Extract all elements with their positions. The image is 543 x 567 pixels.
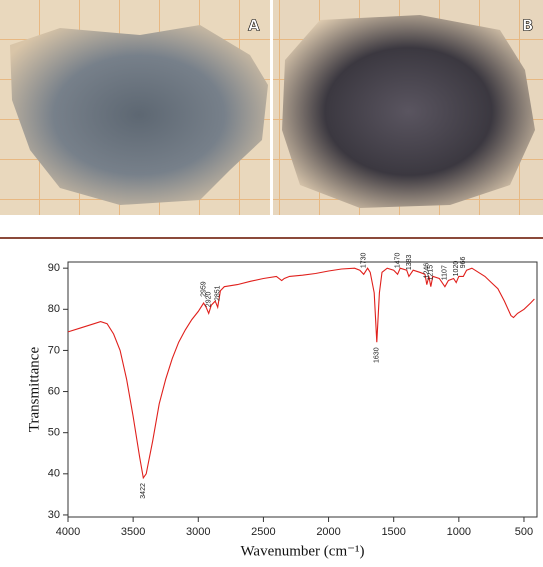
y-tick-label: 90 — [48, 262, 60, 274]
y-tick-label: 80 — [48, 303, 60, 315]
y-tick-label: 40 — [48, 468, 60, 480]
x-tick-label: 4000 — [56, 526, 80, 538]
peak-label: 1630 — [374, 347, 381, 363]
x-axis-title: Wavenumber (cm⁻¹) — [240, 543, 364, 559]
x-tick-label: 3500 — [121, 526, 145, 538]
chart: 30 40 50 60 70 80 90 4000 3500 3000 2500 2000 1500 10… — [26, 252, 537, 559]
x-tick-label: 3000 — [186, 526, 210, 538]
y-axis-title: Transmittance — [26, 347, 42, 433]
peak-label: 1107 — [442, 265, 449, 280]
panel-label: A — [248, 17, 260, 35]
x-tick-label: 2500 — [251, 526, 275, 538]
panel-label: B — [522, 17, 533, 35]
peak-label: 1730 — [361, 252, 368, 268]
x-tick-label: 1000 — [447, 526, 471, 538]
peak-label: 1215 — [428, 265, 435, 281]
peak-label: 1383 — [406, 255, 413, 271]
peak-label: 2851 — [215, 285, 222, 301]
spectrum-line — [68, 268, 534, 478]
y-tick-label: 70 — [48, 344, 60, 356]
peak-label: 966 — [460, 256, 467, 268]
y-tick-label: 60 — [48, 385, 60, 397]
peak-label: 1470 — [394, 252, 401, 268]
x-tick-label: 1500 — [381, 526, 405, 538]
y-tick-label: 30 — [48, 509, 60, 521]
photo-b: B — [273, 0, 543, 215]
x-tick-label: 500 — [515, 526, 533, 538]
plot-frame — [68, 262, 537, 517]
peak-label: 1020 — [453, 261, 460, 277]
figure: A B 30 40 50 60 70 80 90 4000 3500 3000 2500 2000 15… — [0, 0, 543, 567]
photo-a: A — [0, 0, 270, 215]
x-tick-label: 2000 — [316, 526, 340, 538]
peak-label: 3422 — [140, 483, 147, 499]
y-tick-label: 50 — [48, 427, 60, 439]
peak-label: 2920 — [206, 292, 213, 308]
